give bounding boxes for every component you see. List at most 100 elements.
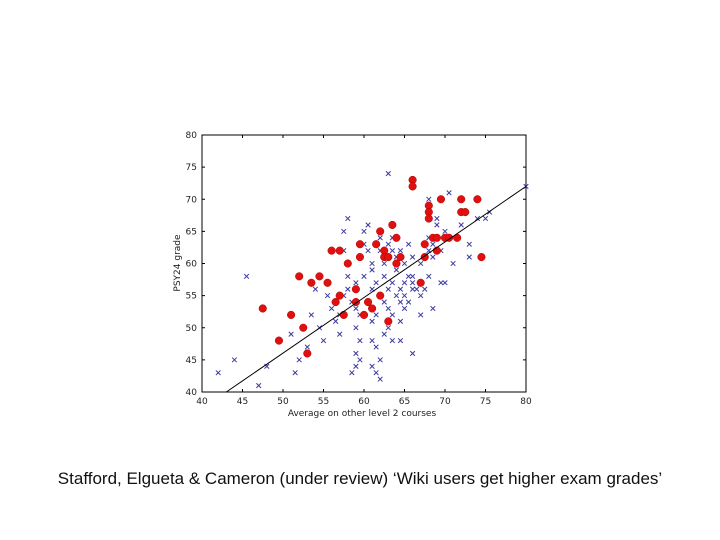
data-point-o xyxy=(408,182,417,191)
data-point-x xyxy=(304,344,310,350)
data-point-x xyxy=(426,196,432,202)
data-point-o xyxy=(307,278,316,287)
data-point-x xyxy=(389,337,396,344)
x-tick-label: 45 xyxy=(237,397,248,407)
data-point-x xyxy=(405,299,412,305)
data-point-x xyxy=(215,370,221,376)
data-point-x xyxy=(474,215,481,222)
data-point-x xyxy=(288,331,294,337)
data-point-o xyxy=(457,195,466,204)
data-point-x xyxy=(337,331,343,337)
data-point-o xyxy=(436,195,446,204)
data-point-o xyxy=(420,253,429,262)
data-point-x xyxy=(385,170,391,177)
data-point-o xyxy=(355,253,365,262)
data-point-o xyxy=(392,233,401,242)
data-point-o xyxy=(461,208,470,217)
data-point-x xyxy=(418,312,424,318)
data-point-x xyxy=(389,247,396,254)
data-point-x xyxy=(385,325,391,331)
data-point-o xyxy=(384,253,393,262)
x-tick-label: 80 xyxy=(520,397,532,407)
data-point-x xyxy=(345,215,351,222)
data-point-o xyxy=(331,298,340,307)
data-point-x xyxy=(365,222,371,228)
data-point-o xyxy=(274,336,284,345)
data-point-x xyxy=(389,312,396,318)
data-point-x xyxy=(418,260,424,267)
data-point-x xyxy=(393,267,400,273)
data-point-x xyxy=(393,292,400,299)
data-point-x xyxy=(442,228,448,235)
data-point-o xyxy=(327,246,336,255)
x-tick-label: 50 xyxy=(277,397,289,407)
x-tick-label: 70 xyxy=(439,397,451,407)
data-point-x xyxy=(401,292,408,299)
data-point-x xyxy=(397,247,404,254)
data-point-x xyxy=(369,267,375,273)
y-tick-label: 75 xyxy=(186,163,197,173)
data-point-x xyxy=(381,331,387,337)
data-point-x xyxy=(458,222,464,228)
data-point-o xyxy=(359,310,369,319)
y-tick-label: 65 xyxy=(186,227,197,237)
data-point-o xyxy=(368,304,377,313)
data-point-o xyxy=(477,253,486,262)
plot-frame xyxy=(201,134,527,393)
data-point-x xyxy=(401,280,408,286)
data-point-o xyxy=(424,214,433,223)
data-point-o xyxy=(343,259,352,268)
x-tick-label: 65 xyxy=(399,397,410,407)
data-point-x xyxy=(409,254,416,260)
data-point-x xyxy=(243,273,250,280)
data-point-x xyxy=(373,370,379,376)
data-point-x xyxy=(381,260,387,267)
data-point-x xyxy=(332,318,339,324)
data-point-o xyxy=(396,253,405,262)
data-point-x xyxy=(430,305,436,312)
data-point-x xyxy=(397,286,404,292)
data-point-x xyxy=(409,280,416,286)
data-point-o xyxy=(335,291,344,300)
data-point-o xyxy=(364,298,373,307)
y-tick-label: 45 xyxy=(186,356,197,366)
data-point-o xyxy=(372,240,381,249)
data-point-x xyxy=(377,235,383,241)
data-point-x xyxy=(401,305,408,312)
non-user-points xyxy=(215,170,529,389)
data-point-x xyxy=(385,241,391,247)
x-tick-label: 40 xyxy=(196,397,208,407)
data-point-x xyxy=(369,260,375,267)
data-point-o xyxy=(420,240,429,249)
data-point-x xyxy=(324,292,331,299)
data-point-x xyxy=(369,363,375,369)
data-point-x xyxy=(256,382,262,389)
data-point-o xyxy=(287,310,296,319)
data-point-x xyxy=(341,228,347,235)
data-point-o xyxy=(376,291,385,300)
data-point-x xyxy=(345,286,351,292)
data-point-x xyxy=(296,357,302,363)
caption: Stafford, Elgueta & Cameron (under revie… xyxy=(57,469,663,488)
wiki-user-points xyxy=(258,175,486,358)
y-tick-label: 55 xyxy=(186,292,197,302)
data-point-o xyxy=(351,285,360,294)
data-point-x xyxy=(353,363,359,369)
data-point-x xyxy=(389,280,396,286)
data-point-x xyxy=(353,305,359,312)
data-point-x xyxy=(397,337,404,344)
data-point-x xyxy=(308,312,315,318)
data-point-x xyxy=(312,286,319,292)
trend-line xyxy=(226,185,527,393)
data-point-x xyxy=(369,337,375,344)
data-point-x xyxy=(345,273,351,280)
data-point-x xyxy=(357,337,363,344)
data-point-x xyxy=(353,325,359,331)
data-point-o xyxy=(295,272,304,281)
data-point-o xyxy=(388,220,397,229)
data-point-x xyxy=(442,280,448,286)
data-point-x xyxy=(405,241,412,247)
data-point-o xyxy=(376,227,385,236)
data-point-x xyxy=(369,318,375,324)
